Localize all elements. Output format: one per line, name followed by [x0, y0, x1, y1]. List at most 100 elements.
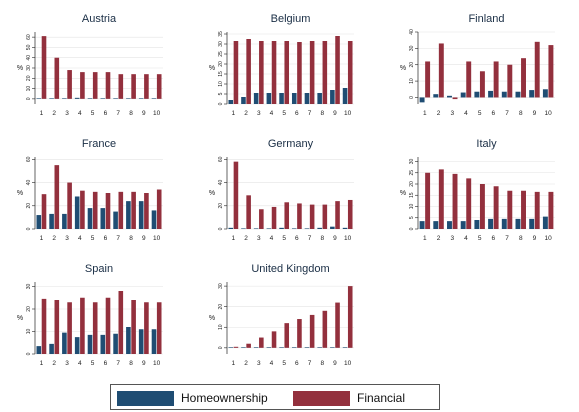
y-tick-label: 10: [409, 78, 415, 84]
bar-homeownership-10: [542, 216, 548, 229]
x-tick-label: 10: [153, 235, 161, 242]
x-tick-label: 6: [104, 110, 108, 117]
bar-financial-2: [438, 43, 444, 98]
bar-financial-7: [118, 291, 124, 354]
bar-homeownership-8: [126, 327, 131, 354]
bar-homeownership-9: [138, 201, 144, 229]
bar-homeownership-2: [49, 343, 54, 354]
x-tick-label: 8: [320, 110, 324, 117]
y-tick-label: 60: [218, 156, 224, 162]
x-tick-label: 2: [437, 235, 441, 242]
x-tick-label: 7: [308, 110, 312, 117]
bar-financial-6: [297, 319, 302, 348]
y-tick-label: 20: [26, 75, 32, 81]
x-tick-label: 3: [450, 235, 454, 242]
y-tick-label: 20: [26, 203, 32, 209]
x-tick-label: 4: [270, 110, 274, 117]
y-tick-label: 5: [409, 216, 415, 219]
x-tick-label: 7: [116, 110, 120, 117]
x-tick-label: 5: [91, 235, 95, 242]
bar-homeownership-8: [126, 98, 131, 99]
panel-belgium: Belgium 0 5 10 15 20 25 30 35% 1 2 3 4 5 6 7 8 9 10: [209, 13, 354, 117]
bar-financial-10: [156, 189, 162, 229]
y-tick-label: 10: [409, 204, 415, 210]
bar-financial-7: [309, 204, 315, 229]
y-tick-label: 5: [218, 92, 224, 95]
bar-homeownership-4: [460, 221, 466, 229]
bar-financial-8: [131, 74, 136, 99]
x-tick-label: 4: [464, 110, 468, 117]
x-tick-label: 4: [78, 360, 82, 367]
bar-financial-10: [347, 286, 353, 348]
x-tick-label: 5: [282, 235, 286, 242]
bar-homeownership-1: [36, 215, 42, 229]
bar-homeownership-1: [228, 227, 234, 229]
bar-homeownership-6: [100, 98, 106, 99]
bar-financial-2: [246, 39, 251, 104]
y-tick-label: 25: [218, 51, 224, 57]
bar-homeownership-4: [460, 92, 466, 98]
bar-financial-10: [548, 45, 554, 98]
bar-homeownership-7: [304, 347, 310, 348]
y-tick-label: 20: [218, 304, 224, 310]
bar-financial-3: [67, 302, 72, 354]
bar-homeownership-9: [138, 98, 144, 99]
bar-financial-9: [144, 302, 149, 354]
x-tick-label: 8: [320, 235, 324, 242]
x-tick-label: 10: [344, 235, 352, 242]
bar-financial-10: [347, 41, 353, 104]
y-tick-label: 20: [218, 203, 224, 209]
bar-homeownership-7: [113, 211, 118, 229]
bar-financial-4: [271, 41, 277, 104]
bar-financial-7: [118, 191, 124, 229]
x-tick-label: 9: [333, 110, 337, 117]
panel-title: Germany: [268, 138, 314, 150]
x-tick-label: 10: [545, 235, 553, 242]
panel-title: United Kingdom: [251, 263, 329, 275]
panel-title: Belgium: [271, 13, 311, 25]
bar-homeownership-5: [87, 98, 93, 99]
bar-homeownership-4: [74, 97, 80, 99]
x-tick-label: 5: [478, 110, 482, 117]
y-axis-label: %: [17, 190, 23, 197]
x-tick-label: 9: [333, 360, 337, 367]
bar-homeownership-7: [113, 98, 118, 99]
x-tick-label: 2: [244, 110, 248, 117]
bar-financial-6: [105, 72, 111, 99]
x-tick-label: 6: [492, 110, 496, 117]
bar-financial-4: [466, 61, 472, 98]
y-tick-label: 0: [218, 346, 224, 349]
bar-financial-2: [54, 300, 60, 354]
bar-homeownership-1: [419, 97, 425, 103]
x-tick-label: 4: [270, 360, 274, 367]
bar-homeownership-6: [291, 347, 297, 348]
legend-swatch-homeownership: [117, 390, 174, 406]
bar-homeownership-2: [241, 347, 246, 348]
bar-financial-6: [493, 186, 499, 229]
y-tick-label: 60: [26, 34, 32, 40]
bar-homeownership-3: [62, 332, 67, 354]
x-tick-label: 3: [65, 360, 69, 367]
bar-homeownership-3: [62, 213, 67, 229]
bar-financial-1: [425, 61, 431, 98]
x-tick-label: 6: [295, 110, 299, 117]
bar-homeownership-3: [253, 93, 259, 104]
bar-financial-6: [105, 297, 111, 354]
y-tick-label: 30: [218, 283, 224, 289]
x-tick-label: 6: [104, 235, 108, 242]
x-tick-label: 2: [244, 235, 248, 242]
y-tick-label: 0: [409, 96, 415, 99]
bar-homeownership-2: [49, 213, 54, 229]
y-tick-label: 0: [218, 227, 224, 230]
x-tick-label: 9: [142, 110, 146, 117]
panel-spain: Spain 0 10 20 30% 1 2 3 4 5 6 7 8 9 10: [17, 263, 163, 367]
panel-title: Finland: [468, 13, 504, 25]
x-tick-label: 1: [232, 110, 236, 117]
bar-financial-4: [80, 72, 85, 99]
x-tick-label: 8: [129, 360, 133, 367]
bar-financial-1: [41, 194, 47, 229]
bar-financial-1: [233, 41, 239, 104]
x-tick-label: 6: [295, 235, 299, 242]
bar-homeownership-10: [151, 98, 157, 99]
